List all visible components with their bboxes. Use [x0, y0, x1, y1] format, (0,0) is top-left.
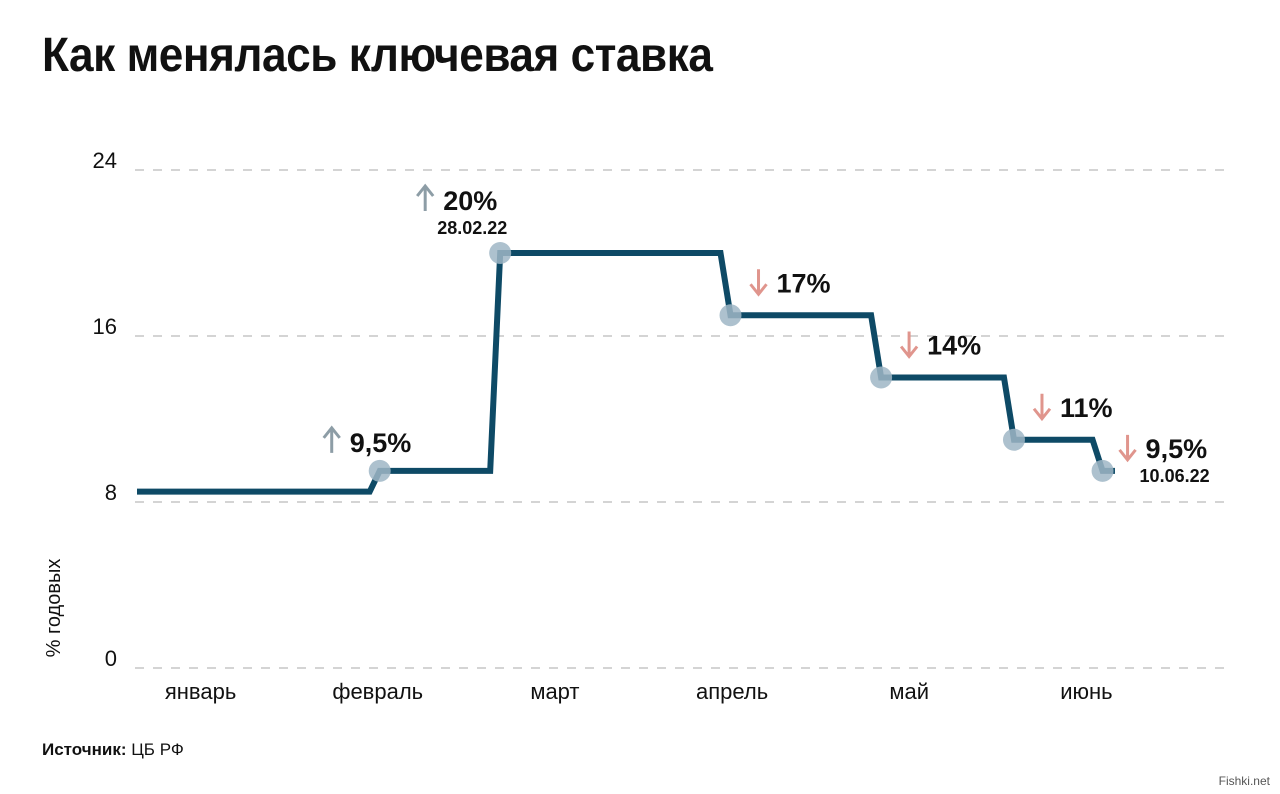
- y-tick-label: 16: [93, 314, 117, 339]
- y-tick-label: 0: [105, 646, 117, 671]
- x-tick-label: апрель: [696, 679, 768, 704]
- rate-annotation: 20%28.02.22: [416, 183, 507, 238]
- rate-annotation: 17%: [749, 268, 831, 298]
- rate-annotation: 11%: [1032, 393, 1113, 423]
- rate-annotation: 14%: [899, 331, 981, 361]
- rate-label: 9,5%: [1146, 434, 1208, 464]
- x-tick-label: июнь: [1060, 679, 1112, 704]
- x-tick-label: февраль: [332, 679, 423, 704]
- x-tick-label: март: [530, 679, 579, 704]
- grid-layer: [135, 169, 1232, 669]
- x-tick-label: январь: [165, 679, 236, 704]
- arrow-up-icon: [322, 425, 341, 453]
- rate-annotation: 9,5%: [322, 425, 412, 458]
- watermark: Fishki.net: [1218, 774, 1270, 788]
- arrow-down-icon: [1032, 393, 1052, 422]
- arrow-down-icon: [749, 269, 768, 297]
- rate-annotation: 9,5%10.06.22: [1118, 434, 1210, 486]
- y-tick-labels: 0 8 16 24: [93, 148, 117, 671]
- rate-change-marker: [1002, 428, 1025, 451]
- arrow-up-icon: [416, 183, 435, 211]
- series-line-layer: [137, 250, 1115, 495]
- y-tick-label: 24: [93, 148, 117, 173]
- arrow-down-icon: [1118, 434, 1137, 463]
- rate-label: 9,5%: [350, 428, 412, 458]
- rate-label: 17%: [777, 268, 831, 298]
- markers-layer: [368, 242, 1114, 482]
- rate-date-label: 10.06.22: [1140, 466, 1210, 486]
- rate-label: 20%: [443, 186, 497, 216]
- rate-label: 14%: [927, 331, 981, 361]
- source-note: Источник: ЦБ РФ: [42, 740, 184, 760]
- chart-title: Как менялась ключевая ставка: [42, 29, 713, 82]
- arrow-down-icon: [899, 331, 919, 359]
- rate-change-marker: [870, 366, 893, 389]
- series-line: [137, 250, 1115, 495]
- y-tick-label: 8: [105, 480, 117, 505]
- source-value: ЦБ РФ: [131, 740, 184, 759]
- rate-change-marker: [489, 242, 512, 264]
- rate-date-label: 28.02.22: [437, 218, 507, 238]
- x-tick-label: май: [889, 679, 929, 704]
- rate-change-marker: [368, 459, 391, 482]
- source-label: Источник:: [42, 740, 127, 759]
- rate-change-marker: [719, 304, 742, 327]
- y-axis-label: % годовых: [43, 559, 65, 658]
- x-tick-labels: январь февраль март апрель май июнь: [165, 679, 1113, 704]
- rate-change-marker: [1091, 459, 1114, 482]
- rate-label: 11%: [1060, 393, 1113, 423]
